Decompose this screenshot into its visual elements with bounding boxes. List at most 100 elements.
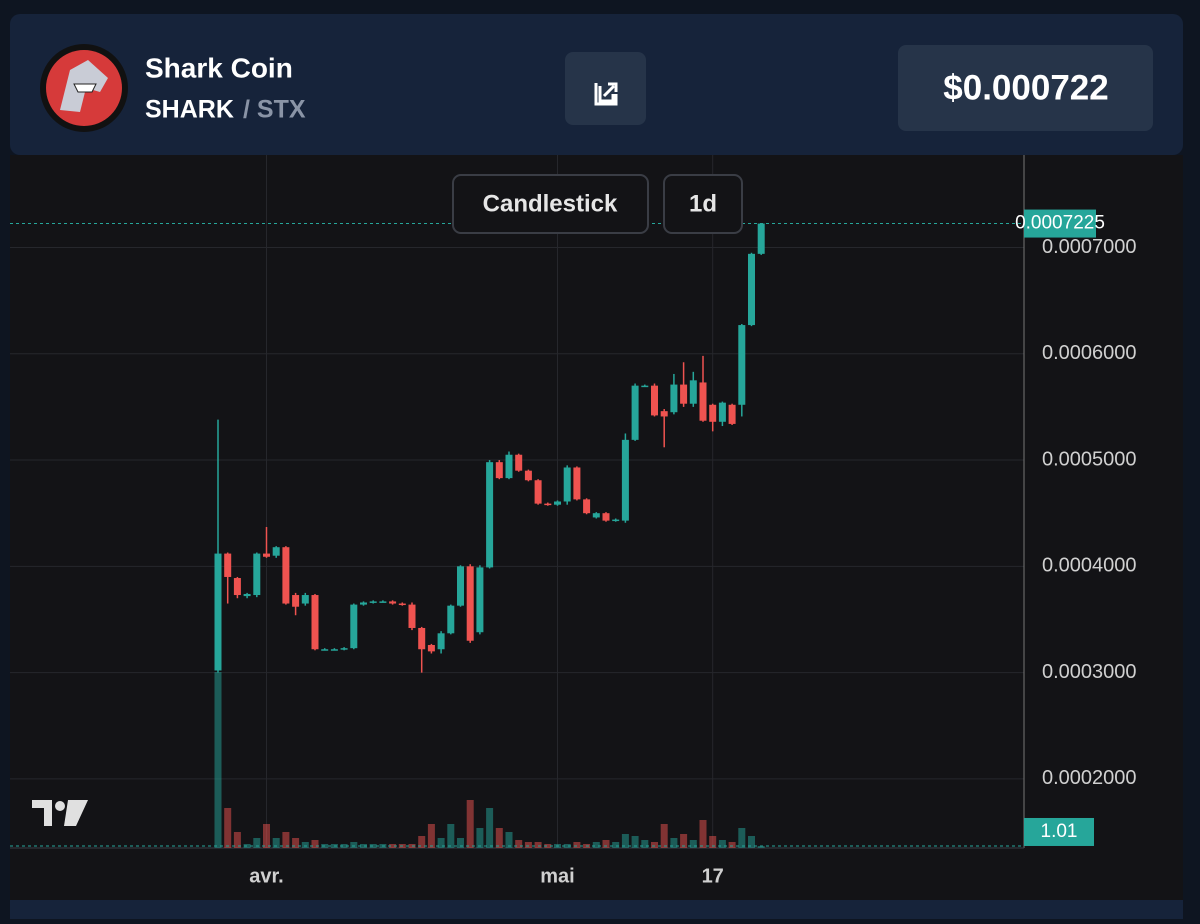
volume-bar	[369, 844, 377, 848]
last-price-label: 0.0007225	[1015, 213, 1105, 234]
candle-body	[544, 503, 552, 506]
volume-bar	[243, 844, 251, 848]
candle-body	[631, 385, 639, 440]
y-tick-label: 0.0004000	[1042, 555, 1137, 577]
candle-body	[738, 325, 746, 405]
candle-body	[263, 553, 270, 557]
volume-bar	[476, 828, 484, 848]
volume-bar	[728, 842, 736, 848]
candle-body	[311, 595, 319, 650]
volume-bar	[738, 828, 746, 848]
volume-bar	[466, 800, 474, 848]
coin-name: Shark Coin	[145, 52, 293, 83]
volume-bar	[757, 845, 765, 848]
candle-body	[612, 519, 620, 522]
candle-body	[330, 649, 338, 651]
footer-strip	[10, 900, 1183, 919]
candle-body	[748, 253, 755, 326]
candle-body	[680, 384, 688, 404]
candle-body	[689, 380, 697, 404]
x-tick-label: mai	[540, 865, 574, 887]
logo	[40, 44, 128, 132]
volume-bar	[748, 836, 755, 848]
candle-body	[253, 553, 261, 596]
candle-body	[709, 404, 717, 422]
volume-bar	[592, 842, 600, 848]
interval-label[interactable]: 1d	[689, 190, 717, 217]
candle-body	[621, 439, 629, 521]
volume-bar	[631, 836, 639, 848]
candle-body	[292, 595, 300, 607]
candle-body	[563, 467, 571, 502]
candle-body	[651, 385, 658, 416]
candle-body	[282, 547, 290, 604]
volume-bar	[515, 840, 523, 848]
volume-bar	[573, 842, 581, 848]
chart-panel	[10, 155, 1183, 900]
interval-button[interactable]: 1d	[663, 174, 743, 234]
chart-type-label[interactable]: Candlestick	[483, 190, 618, 217]
volume-bar	[621, 834, 629, 848]
candle-body	[466, 566, 474, 641]
volume-bar	[447, 824, 455, 848]
volume-bar	[457, 838, 464, 848]
volume-bar	[360, 844, 367, 848]
volume-bar	[651, 842, 658, 848]
y-tick-label: 0.0005000	[1042, 448, 1137, 470]
volume-bar	[233, 832, 241, 848]
external-link-button[interactable]	[565, 52, 646, 125]
y-tick-label: 0.0002000	[1042, 767, 1137, 789]
candle-body	[457, 566, 464, 606]
candle-body	[214, 553, 222, 671]
candle-body	[699, 382, 707, 421]
x-tick-label: 17	[702, 865, 724, 887]
volume-bar	[272, 838, 280, 848]
volume-bar	[418, 836, 426, 848]
candle-body	[641, 385, 649, 388]
chart-type-button[interactable]: Candlestick	[452, 174, 649, 234]
coin-symbol: SHARK	[145, 96, 234, 124]
candle-body	[224, 553, 232, 577]
y-tick-label: 0.0007000	[1042, 236, 1137, 258]
volume-bar	[544, 844, 552, 848]
volume-bar	[427, 824, 435, 848]
volume-bar	[660, 824, 668, 848]
volume-bar	[301, 842, 309, 848]
last-price-box	[1024, 209, 1096, 238]
volume-bar	[563, 844, 571, 848]
volume-bar	[670, 838, 678, 848]
volume-bar	[641, 840, 649, 848]
candle-body	[437, 633, 445, 650]
volume-bar	[292, 838, 300, 848]
candle-body	[583, 499, 591, 514]
volume-bar	[718, 840, 726, 848]
tradingview-logo	[32, 800, 88, 826]
candle-body	[524, 470, 532, 481]
volume-bar	[495, 828, 503, 848]
candle-body	[505, 454, 513, 479]
candle-body	[757, 223, 765, 254]
volume-bar	[389, 844, 397, 848]
candle-body	[418, 627, 426, 650]
last-volume-box	[1024, 817, 1094, 846]
volume-bar	[224, 808, 232, 848]
candle-body	[495, 462, 503, 479]
candle-body	[340, 648, 348, 650]
candle-body	[321, 649, 329, 651]
y-tick-label: 0.0003000	[1042, 661, 1137, 683]
volume-bar	[699, 820, 707, 848]
candle-body	[272, 547, 280, 556]
candle-body	[301, 595, 309, 604]
x-tick-label: avr.	[249, 865, 283, 887]
candle-body	[728, 404, 736, 424]
candle-body	[534, 480, 542, 504]
volume-bar	[263, 824, 270, 848]
volume-bar	[534, 842, 542, 848]
candle-body	[369, 601, 377, 603]
candle-body	[515, 454, 523, 471]
volume-bar	[505, 832, 513, 848]
candle-body	[233, 578, 241, 596]
candle-body	[602, 513, 610, 521]
